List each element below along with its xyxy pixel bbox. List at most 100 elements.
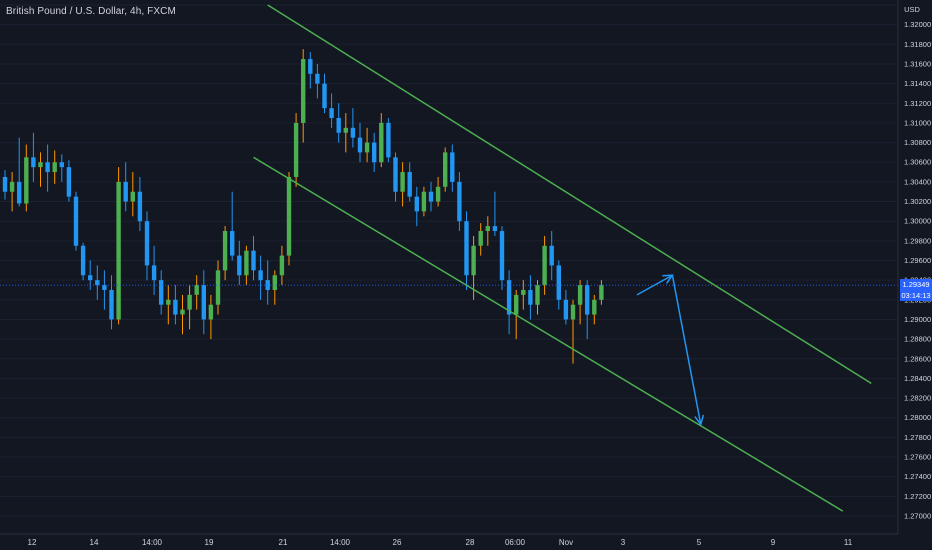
candle-body <box>428 191 434 202</box>
candle-body <box>173 299 178 315</box>
candle-body <box>279 255 285 276</box>
price-tick-label: 1.29000 <box>904 315 931 324</box>
candle-body <box>109 289 114 320</box>
price-tick-label: 1.29600 <box>904 256 931 265</box>
candle <box>272 270 277 305</box>
candle-body <box>66 167 72 197</box>
time-tick-label: 11 <box>844 538 853 547</box>
candle <box>237 240 242 286</box>
candle-body <box>293 122 299 177</box>
price-tick-label: 1.32000 <box>904 20 931 29</box>
candle <box>187 285 192 330</box>
candle-body <box>343 127 348 133</box>
candle-body <box>272 275 277 290</box>
candle <box>144 211 150 281</box>
candle <box>59 154 64 182</box>
candle-body <box>123 181 128 202</box>
candle-body <box>556 265 561 300</box>
time-tick-label: 3 <box>621 538 626 547</box>
projection-arrow <box>671 275 705 427</box>
time-axis: 12 14 14:00 19 21 14:00 26 28 06:00 Nov 3 5 9 11 <box>28 538 853 547</box>
candle-body <box>492 226 498 232</box>
candle-body <box>137 191 143 222</box>
candle <box>393 152 398 202</box>
candle <box>457 172 462 232</box>
time-tick-label: 5 <box>697 538 702 547</box>
candle-body <box>592 299 597 315</box>
candle <box>350 108 356 148</box>
candle-body <box>159 280 164 305</box>
current-price-label: 1.29349 <box>902 280 930 290</box>
candle-body <box>230 231 235 256</box>
price-tick-label: 1.27600 <box>904 453 931 462</box>
candle <box>400 162 405 207</box>
candle-body <box>364 142 370 153</box>
candle <box>194 275 199 310</box>
candle-body <box>322 83 327 109</box>
price-axis-unit: USD <box>904 5 920 14</box>
candle <box>464 211 469 290</box>
candle-body <box>372 142 377 163</box>
price-tick-label: 1.29800 <box>904 236 931 245</box>
candle <box>379 113 384 168</box>
candle <box>123 162 128 212</box>
candle-body <box>144 221 150 266</box>
channel-line-lower <box>253 156 844 512</box>
current-price-badge: 1.29349 03:14:13 <box>900 279 932 302</box>
price-tick-label: 1.27200 <box>904 492 931 501</box>
candle <box>386 118 391 163</box>
candle-body <box>393 157 398 192</box>
candle <box>159 270 164 315</box>
candle <box>80 242 86 281</box>
price-tick-label: 1.30600 <box>904 158 931 167</box>
candle-body <box>549 245 554 266</box>
candle-body <box>514 294 519 315</box>
candle <box>478 223 483 256</box>
price-tick-label: 1.30000 <box>904 217 931 226</box>
countdown-label: 03:14:13 <box>901 291 931 301</box>
candle <box>343 113 348 153</box>
candle-body <box>301 59 306 123</box>
price-tick-label: 1.27400 <box>904 472 931 481</box>
candle-body <box>336 118 341 133</box>
candle-body <box>244 250 249 276</box>
time-tick-label: Nov <box>559 538 573 547</box>
candle <box>485 216 490 246</box>
candle-body <box>386 122 391 158</box>
candle <box>542 235 547 295</box>
price-tick-label: 1.27800 <box>904 433 931 442</box>
candle <box>130 172 135 217</box>
candle-body <box>521 289 526 295</box>
price-tick-label: 1.31800 <box>904 40 931 49</box>
candle <box>372 132 377 173</box>
candle-body <box>577 285 583 305</box>
arrow-shaft <box>636 274 673 296</box>
candle-body <box>308 59 313 74</box>
candle-body <box>130 191 135 202</box>
candle <box>329 93 334 128</box>
candle <box>95 265 100 300</box>
candle <box>407 162 412 202</box>
candle <box>215 260 221 315</box>
candle <box>102 270 107 310</box>
price-tick-label: 1.30400 <box>904 177 931 186</box>
candle-body <box>435 186 441 202</box>
candle <box>73 191 79 251</box>
time-tick-label: 14:00 <box>142 538 163 547</box>
candle-body <box>208 304 214 320</box>
candle-body <box>528 289 533 305</box>
candle <box>258 255 263 300</box>
candle-body <box>599 285 604 300</box>
candle-body <box>95 280 100 286</box>
time-tick-label: 21 <box>279 538 288 547</box>
candle <box>592 294 597 325</box>
price-tick-label: 1.31200 <box>904 99 931 108</box>
candle <box>137 176 143 232</box>
candle-body <box>585 285 590 315</box>
candle-body <box>251 250 256 271</box>
candle <box>506 270 512 335</box>
candle <box>24 144 29 212</box>
price-tick-label: 1.28600 <box>904 354 931 363</box>
candle-body <box>237 255 242 276</box>
